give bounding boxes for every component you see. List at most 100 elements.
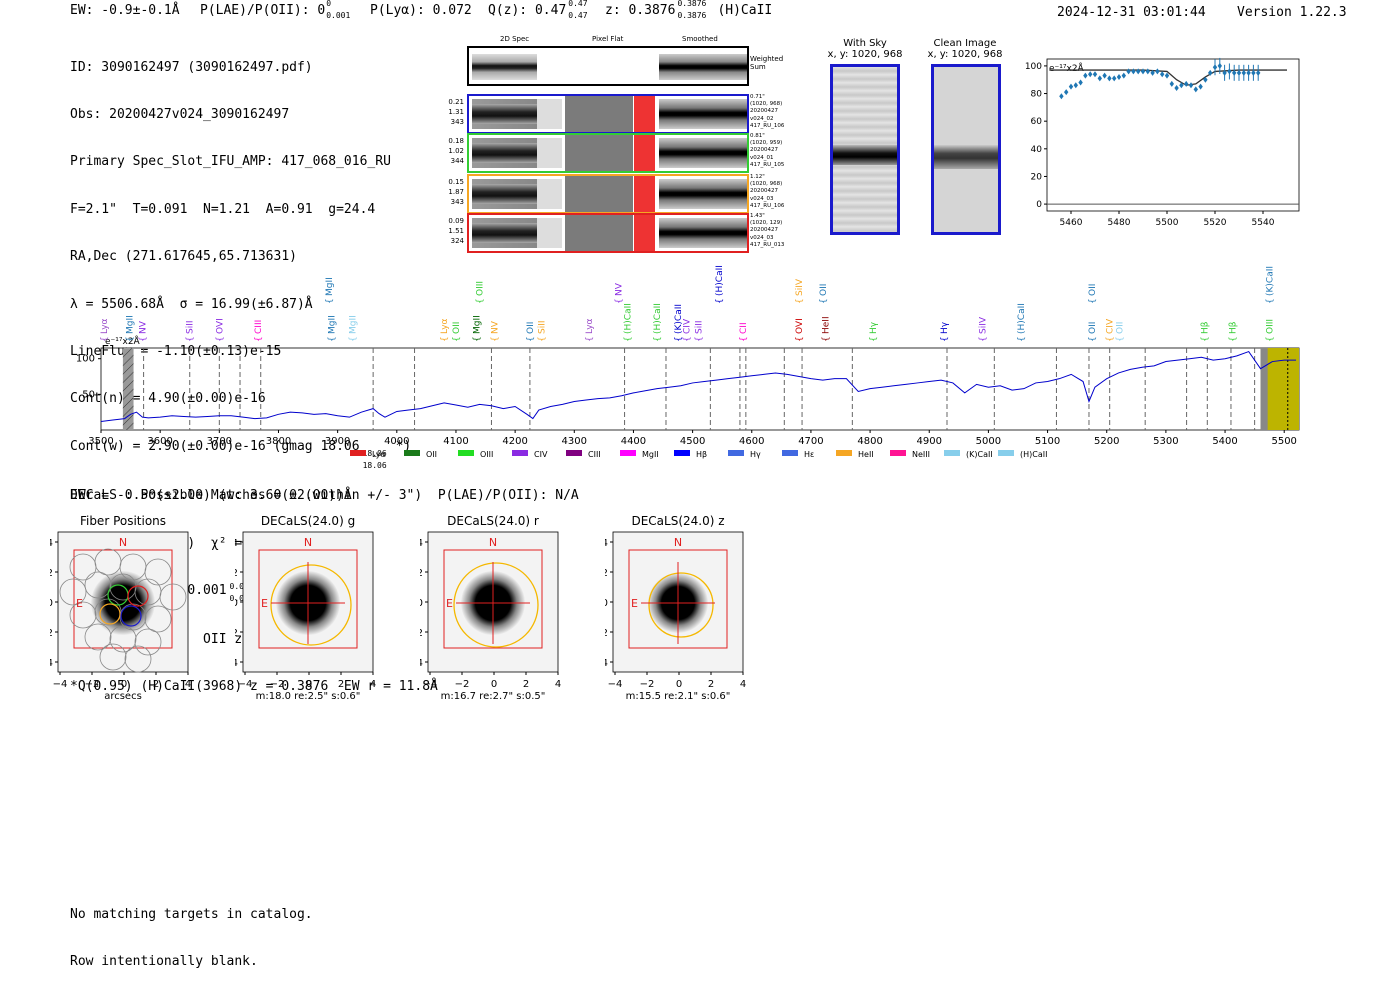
ytick-label: −4 (420, 658, 423, 669)
spectral-line-label: OII (1116, 322, 1126, 334)
zoom-data-point (1155, 68, 1160, 75)
spectral-line-label: HeII (822, 316, 832, 334)
spectral-line-label: CIV (1106, 318, 1116, 334)
legend-swatch (458, 450, 474, 456)
spectral-line-label: (H)CaII (715, 265, 725, 296)
xtick-label: −2 (85, 679, 100, 690)
header-plae: P(LAE)/P(OII): 0 0 0.001 (200, 0, 351, 20)
zoom-data-point (1102, 72, 1107, 79)
xtick-label: −2 (270, 679, 285, 690)
spec-xtick-label: 4900 (917, 436, 942, 447)
xtick-label: 2 (338, 679, 344, 690)
zoom-ytick-label: 60 (1031, 117, 1043, 127)
info-primary: Primary Spec_Slot_IFU_AMP: 417_068_016_R… (70, 154, 391, 170)
spectral-line-label: NV (490, 320, 500, 334)
spec-ylabel: e⁻¹⁷x2Å (105, 335, 141, 347)
xtick-label: 4 (740, 679, 746, 690)
cutout-row-stats-3: 0.15 1.87 343 (448, 178, 464, 206)
cutout-row-1 (467, 94, 749, 134)
line-zoom-plot: e⁻¹⁷x2Å 100 80 60 40 20 0 5460 5480 5500 5520 5540 (1025, 57, 1300, 228)
legend-swatch (998, 450, 1014, 456)
spectral-line-brace: { (1265, 298, 1275, 304)
xtick-label: −4 (608, 679, 623, 690)
legend-swatch (350, 450, 366, 456)
zoom-data-point (1236, 69, 1242, 76)
xtick-label: −2 (640, 679, 655, 690)
spectral-line-brace: { (1088, 336, 1098, 342)
spec-xtick-label: 5100 (1035, 436, 1060, 447)
clean-image-title: Clean Image x, y: 1020, 968 (927, 38, 1003, 60)
header-datetime: 2024-12-31 03:01:44 (1057, 5, 1206, 20)
cutout-row-2 (467, 133, 749, 173)
spectral-line-brace: { (869, 336, 879, 342)
xtick-label: −4 (53, 679, 68, 690)
north-label: N (489, 536, 497, 549)
zoom-data-point (1188, 82, 1194, 89)
spec-xtick-label: 5500 (1271, 436, 1296, 447)
masked-region-hatch (122, 348, 134, 430)
legend-swatch (890, 450, 906, 456)
legend-label: (K)CaII (966, 450, 993, 459)
zoom-xtick-label: 5500 (1156, 218, 1179, 228)
xtick-label: −4 (423, 679, 438, 690)
zoom-data-point (1164, 72, 1170, 79)
spectral-line-label: (H)CaII (653, 303, 663, 334)
spectral-line-brace: { (476, 298, 486, 304)
zoom-xtick-label: 5480 (1108, 218, 1131, 228)
xtick-label: 0 (491, 679, 497, 690)
info-cont-w: Cont(w) = 2.90(±0.00)e-16 (gmag 18.06 18.… (70, 438, 412, 470)
with-sky-title: With Sky x, y: 1020, 968 (827, 38, 903, 60)
ytick-label: 4 (605, 538, 608, 549)
spec-xtick-label: 4000 (384, 436, 409, 447)
spectral-line-label: SiII (538, 320, 548, 334)
with-sky-image (830, 64, 900, 235)
panel-caption: m:18.0 re:2.5" s:0.6" (256, 691, 361, 702)
xtick-label: 2 (523, 679, 529, 690)
ytick-label: 0 (235, 598, 238, 609)
spectral-line-label: OII (1088, 284, 1098, 296)
zoom-data-point (1145, 68, 1150, 75)
spec-xtick-label: 5400 (1212, 436, 1237, 447)
spectral-line-label: SiII (695, 320, 705, 334)
spectral-line-label: Lyα (585, 318, 595, 334)
ytick-label: 0 (50, 598, 53, 609)
spectral-line-label: OIII (476, 281, 486, 296)
spectral-line-label: OII (526, 322, 536, 334)
zoom-data-point (1246, 69, 1251, 76)
col-pixel-flat: Pixel Flat (592, 35, 624, 43)
ytick-label: −2 (235, 628, 238, 639)
legend-swatch (512, 450, 528, 456)
legend-swatch (566, 450, 582, 456)
footer-note: No matching targets in catalog. Row inte… (70, 876, 313, 985)
ytick-label: −2 (50, 628, 53, 639)
spectral-line-label: SiIV (795, 278, 805, 296)
header-plya: P(Lyα): 0.072 (370, 3, 472, 18)
spectral-line-brace: { (440, 336, 450, 342)
zoom-data-point (1193, 86, 1198, 93)
zoom-data-point (1256, 69, 1261, 76)
panel-title: DECaLS(24.0) r (447, 514, 539, 528)
spec-xtick-label: 4300 (562, 436, 587, 447)
zoom-data-point (1073, 82, 1078, 89)
spectral-line-brace: { (138, 336, 148, 342)
legend-swatch (836, 450, 852, 456)
ytick-label: 0 (605, 598, 608, 609)
xtick-label: 4 (555, 679, 561, 690)
col-2d-spec: 2D Spec (500, 35, 530, 43)
xtick-label: 2 (708, 679, 714, 690)
zoom-xtick-label: 5460 (1060, 218, 1083, 228)
zoom-data-point (1126, 68, 1131, 75)
panel-title: DECaLS(24.0) g (261, 514, 355, 528)
spectral-line-label: MgII (473, 315, 483, 334)
legend-swatch (782, 450, 798, 456)
spectral-line-brace: { (615, 298, 625, 304)
xtick-label: 0 (306, 679, 312, 690)
spectral-line-brace: { (715, 298, 725, 304)
ytick-label: −4 (235, 658, 238, 669)
spectral-line-brace: { (819, 298, 829, 304)
decals-header: DECaLS : Possible Matches = 0 (within +/… (70, 488, 579, 503)
xtick-label: 4 (185, 679, 191, 690)
legend-label: Hγ (750, 450, 761, 459)
header-version: Version 1.22.3 (1237, 5, 1347, 20)
legend-label: OIII (480, 450, 493, 459)
